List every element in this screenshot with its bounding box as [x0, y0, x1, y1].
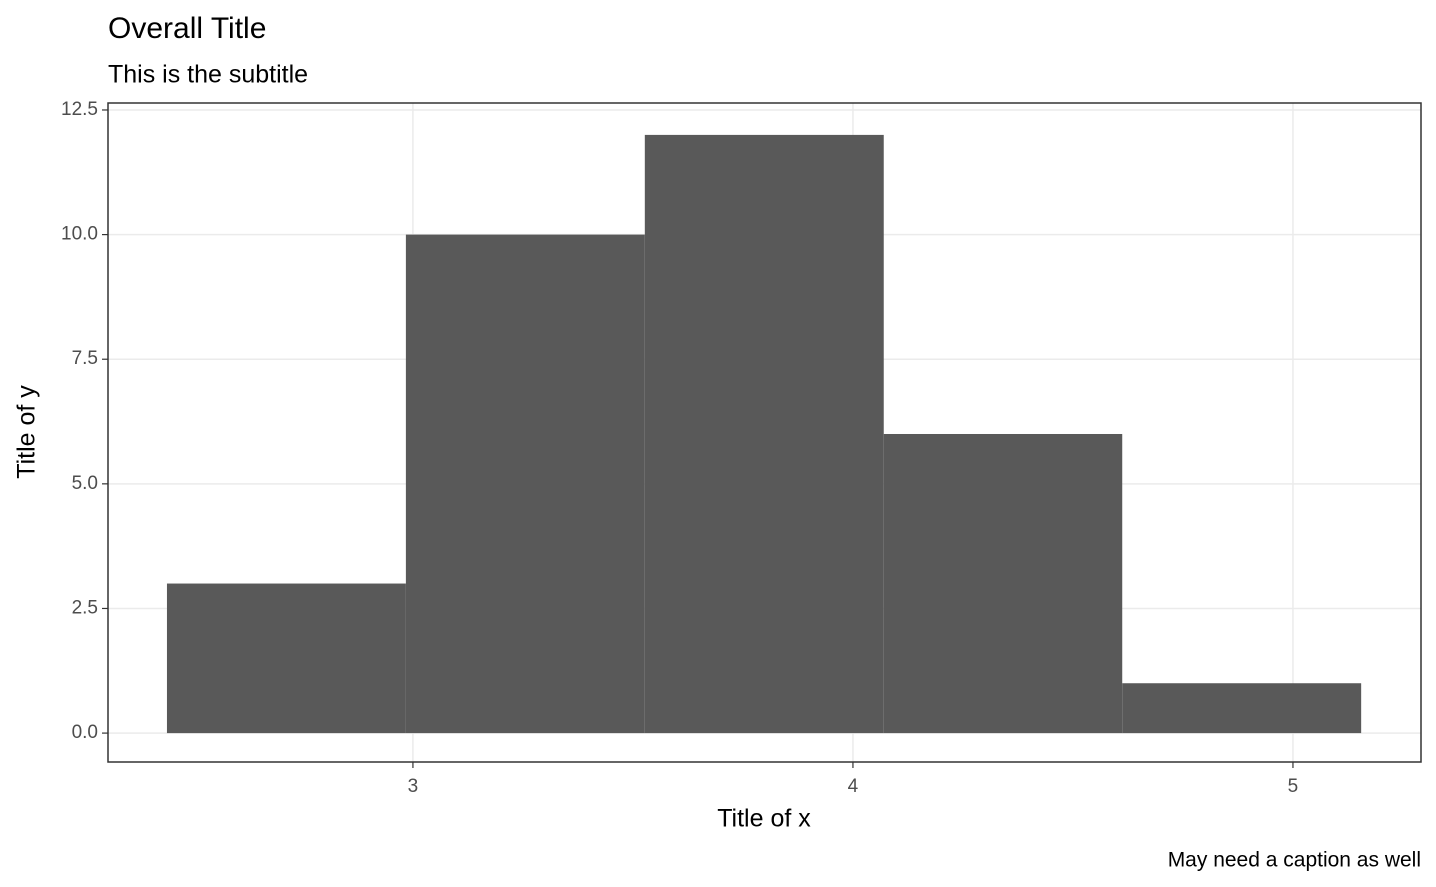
- x-tick-label: 3: [408, 776, 419, 797]
- x-tick-label: 5: [1288, 776, 1299, 797]
- bar: [883, 433, 1123, 734]
- bar: [1122, 683, 1362, 734]
- y-tick-label: 5.0: [72, 473, 98, 494]
- bar: [644, 134, 884, 734]
- y-axis-title: Title of y: [13, 385, 41, 479]
- panel-border: [107, 102, 1422, 763]
- y-tick-label: 12.5: [61, 99, 98, 120]
- caption: May need a caption as well: [1168, 849, 1421, 872]
- bar: [166, 583, 406, 734]
- chart-subtitle: This is the subtitle: [108, 61, 308, 89]
- y-tick-label: 0.0: [72, 722, 98, 743]
- y-tick-label: 7.5: [72, 348, 98, 369]
- x-axis-title: Title of x: [717, 805, 811, 833]
- x-tick-label: 4: [848, 776, 859, 797]
- y-tick-label: 10.0: [61, 224, 98, 245]
- y-tick-label: 2.5: [72, 597, 98, 618]
- chart-title: Overall Title: [108, 12, 266, 45]
- bar: [405, 234, 645, 734]
